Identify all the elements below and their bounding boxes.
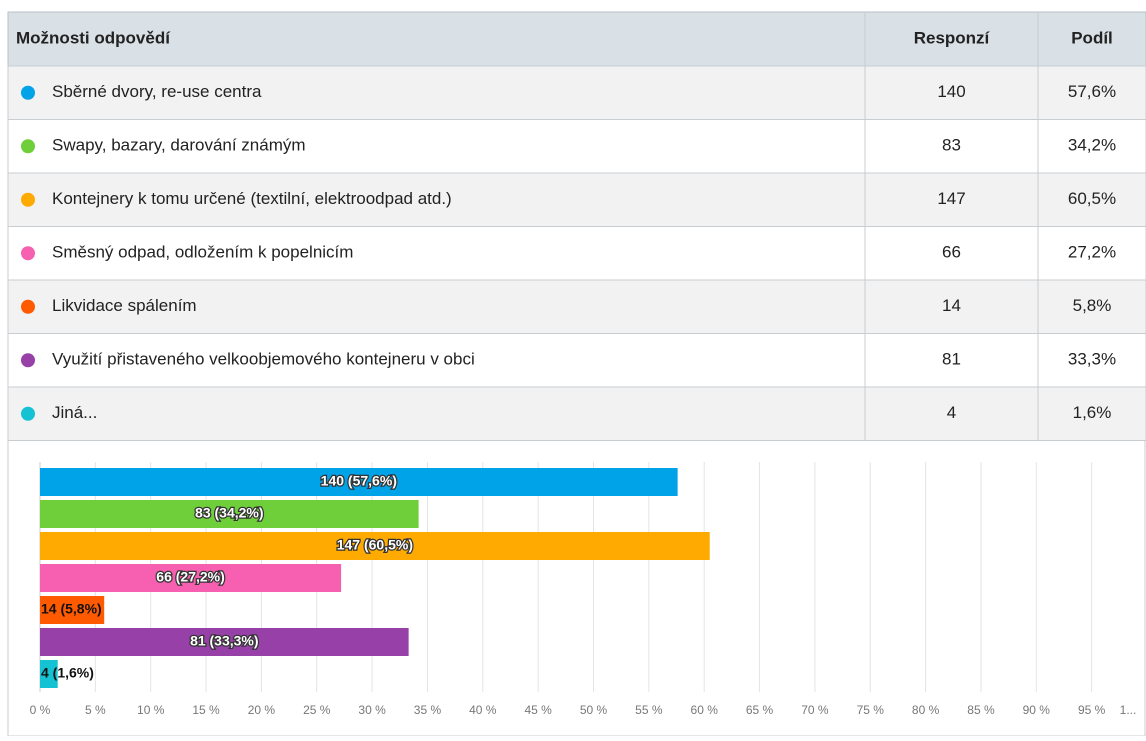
cell: 4 [947, 403, 956, 422]
x-tick-label: 60 % [691, 703, 719, 717]
x-tick-label: 55 % [635, 703, 663, 717]
header-bg [7, 11, 1146, 67]
value-label: 14 (5,8%) [41, 601, 102, 617]
cell: Swapy, bazary, darování známým [52, 136, 306, 155]
x-tick-label: 70 % [801, 703, 829, 717]
cell: 66 [942, 243, 961, 262]
row-bg [7, 119, 1146, 174]
x-tick-label: 75 % [857, 703, 885, 717]
x-tick-label: 25 % [303, 703, 331, 717]
x-tick-label: 95 % [1078, 703, 1106, 717]
x-tick-label: 10 % [137, 703, 165, 717]
cell: Sběrné dvory, re-use centra [52, 82, 262, 101]
cell: Využití přistaveného velkoobjemového kon… [52, 350, 475, 369]
row-bg [7, 279, 1146, 334]
cell: 34,2% [1068, 136, 1116, 155]
legend-dot [21, 406, 35, 421]
x-tick-label: 0 % [30, 703, 51, 717]
bar [40, 596, 105, 624]
x-tick-label: 5 % [85, 703, 106, 717]
legend-dot [21, 353, 35, 368]
cell: 60,5% [1068, 189, 1116, 208]
cell: Kontejnery k tomu určené (textilní, elek… [52, 189, 452, 208]
cell: 5,8% [1073, 296, 1112, 315]
value-label: 66 (27,2%) [156, 569, 224, 585]
row-bg [7, 386, 1146, 441]
row-bg [7, 333, 1146, 388]
legend-dot [21, 299, 35, 314]
x-tick-label: 65 % [746, 703, 774, 717]
cell: 1,6% [1073, 403, 1112, 422]
cell: 140 [937, 82, 965, 101]
legend-dot [21, 246, 35, 261]
row-bg [7, 226, 1146, 281]
legend-dot [21, 85, 35, 100]
x-tick-label: 85 % [967, 703, 995, 717]
x-tick-label: 20 % [248, 703, 276, 717]
cell: Jiná... [52, 403, 97, 422]
cell: 57,6% [1068, 82, 1116, 101]
cell: 27,2% [1068, 243, 1116, 262]
cell: 81 [942, 350, 961, 369]
cell: 33,3% [1068, 350, 1116, 369]
header-cell: Podíl [1071, 28, 1113, 47]
x-tick-label: 40 % [469, 703, 497, 717]
value-label: 147 (60,5%) [337, 537, 413, 553]
header-cell: Možnosti odpovědí [16, 28, 171, 47]
x-tick-label: 80 % [912, 703, 940, 717]
value-label: 4 (1,6%) [41, 665, 94, 681]
bar [40, 628, 409, 656]
x-tick-label: 45 % [524, 703, 552, 717]
bar [40, 468, 678, 496]
bar [40, 660, 58, 688]
bar [40, 532, 710, 560]
cell: Směsný odpad, odložením k popelnicím [52, 243, 353, 262]
header-cell: Responzí [914, 28, 991, 47]
value-label: 81 (33,3%) [190, 633, 258, 649]
cell: Likvidace spálením [52, 296, 197, 315]
legend-dot [21, 192, 35, 207]
cell: 14 [942, 296, 961, 315]
x-tick-label: 50 % [580, 703, 608, 717]
bar [40, 564, 342, 592]
row-bg [7, 172, 1146, 227]
row-bg [7, 65, 1146, 120]
value-label: 140 (57,6%) [321, 473, 397, 489]
x-tick-label: 30 % [358, 703, 386, 717]
x-tick-label: 15 % [192, 703, 220, 717]
x-tick-label: 90 % [1023, 703, 1051, 717]
x-tick-label: 1... [1120, 703, 1137, 717]
legend-dot [21, 139, 35, 154]
x-tick-label: 35 % [414, 703, 442, 717]
value-label: 83 (34,2%) [195, 505, 263, 521]
cell: 147 [937, 189, 965, 208]
bar [40, 500, 419, 528]
cell: 83 [942, 136, 961, 155]
